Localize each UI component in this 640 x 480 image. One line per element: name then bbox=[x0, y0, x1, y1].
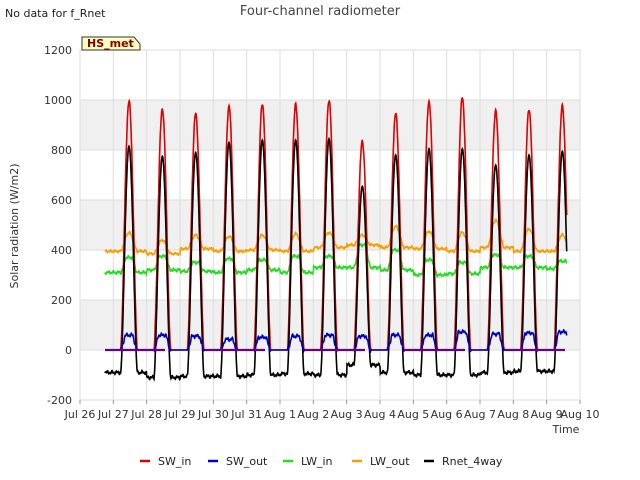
x-tick-label: Aug 3 bbox=[331, 408, 363, 421]
legend-item-rnet-4way: Rnet_4way bbox=[424, 455, 503, 468]
x-tick-label: Jul 31 bbox=[230, 408, 262, 421]
x-axis-label: Time bbox=[552, 423, 580, 436]
x-tick-label: Aug 1 bbox=[264, 408, 296, 421]
x-tick-label: Jul 29 bbox=[164, 408, 196, 421]
x-tick-label: Aug 6 bbox=[431, 408, 463, 421]
legend-item-lw-in: LW_in bbox=[283, 455, 333, 468]
x-tick-label: Jul 28 bbox=[130, 408, 162, 421]
x-tick-label: Jul 26 bbox=[64, 408, 96, 421]
legend-label: LW_in bbox=[301, 455, 333, 468]
y-tick-label: 400 bbox=[51, 244, 72, 257]
no-data-note: No data for f_Rnet bbox=[5, 7, 106, 20]
legend-item-sw-in: SW_in bbox=[140, 455, 191, 468]
x-tick-label: Aug 7 bbox=[464, 408, 496, 421]
x-tick-label: Jul 27 bbox=[97, 408, 129, 421]
x-tick-label: Aug 5 bbox=[397, 408, 429, 421]
y-tick-label: 600 bbox=[51, 194, 72, 207]
y-axis-label: Solar radiation (W/m2) bbox=[8, 163, 21, 288]
legend-item-lw-out: LW_out bbox=[352, 455, 410, 468]
legend-label: SW_out bbox=[226, 455, 268, 468]
legend-label: LW_out bbox=[370, 455, 410, 468]
site-badge-label: HS_met bbox=[87, 37, 134, 50]
legend-label: Rnet_4way bbox=[442, 455, 503, 468]
y-tick-label: 1000 bbox=[44, 94, 72, 107]
chart-title: Four-channel radiometer bbox=[240, 4, 401, 19]
x-tick-label: Aug 8 bbox=[497, 408, 529, 421]
legend-label: SW_in bbox=[158, 455, 191, 468]
y-tick-label: 200 bbox=[51, 294, 72, 307]
series-line-sw-out bbox=[105, 328, 568, 354]
y-tick-label: 0 bbox=[65, 344, 72, 357]
x-tick-label: Aug 4 bbox=[364, 408, 396, 421]
series-line-rnet-4way bbox=[104, 136, 568, 382]
y-tick-label: 1200 bbox=[44, 44, 72, 57]
y-tick-label: -200 bbox=[47, 394, 72, 407]
grid-band bbox=[80, 200, 580, 250]
x-tick-label: Jul 30 bbox=[197, 408, 229, 421]
y-tick-label: 800 bbox=[51, 144, 72, 157]
x-tick-label: Aug 2 bbox=[297, 408, 329, 421]
x-tick-label: Aug 9 bbox=[531, 408, 563, 421]
legend-item-sw-out: SW_out bbox=[208, 455, 268, 468]
site-badge: HS_met bbox=[81, 36, 141, 51]
grid-band bbox=[80, 300, 580, 350]
series-line-lw-out bbox=[104, 218, 568, 257]
x-tick-label: Aug 10 bbox=[561, 408, 600, 421]
